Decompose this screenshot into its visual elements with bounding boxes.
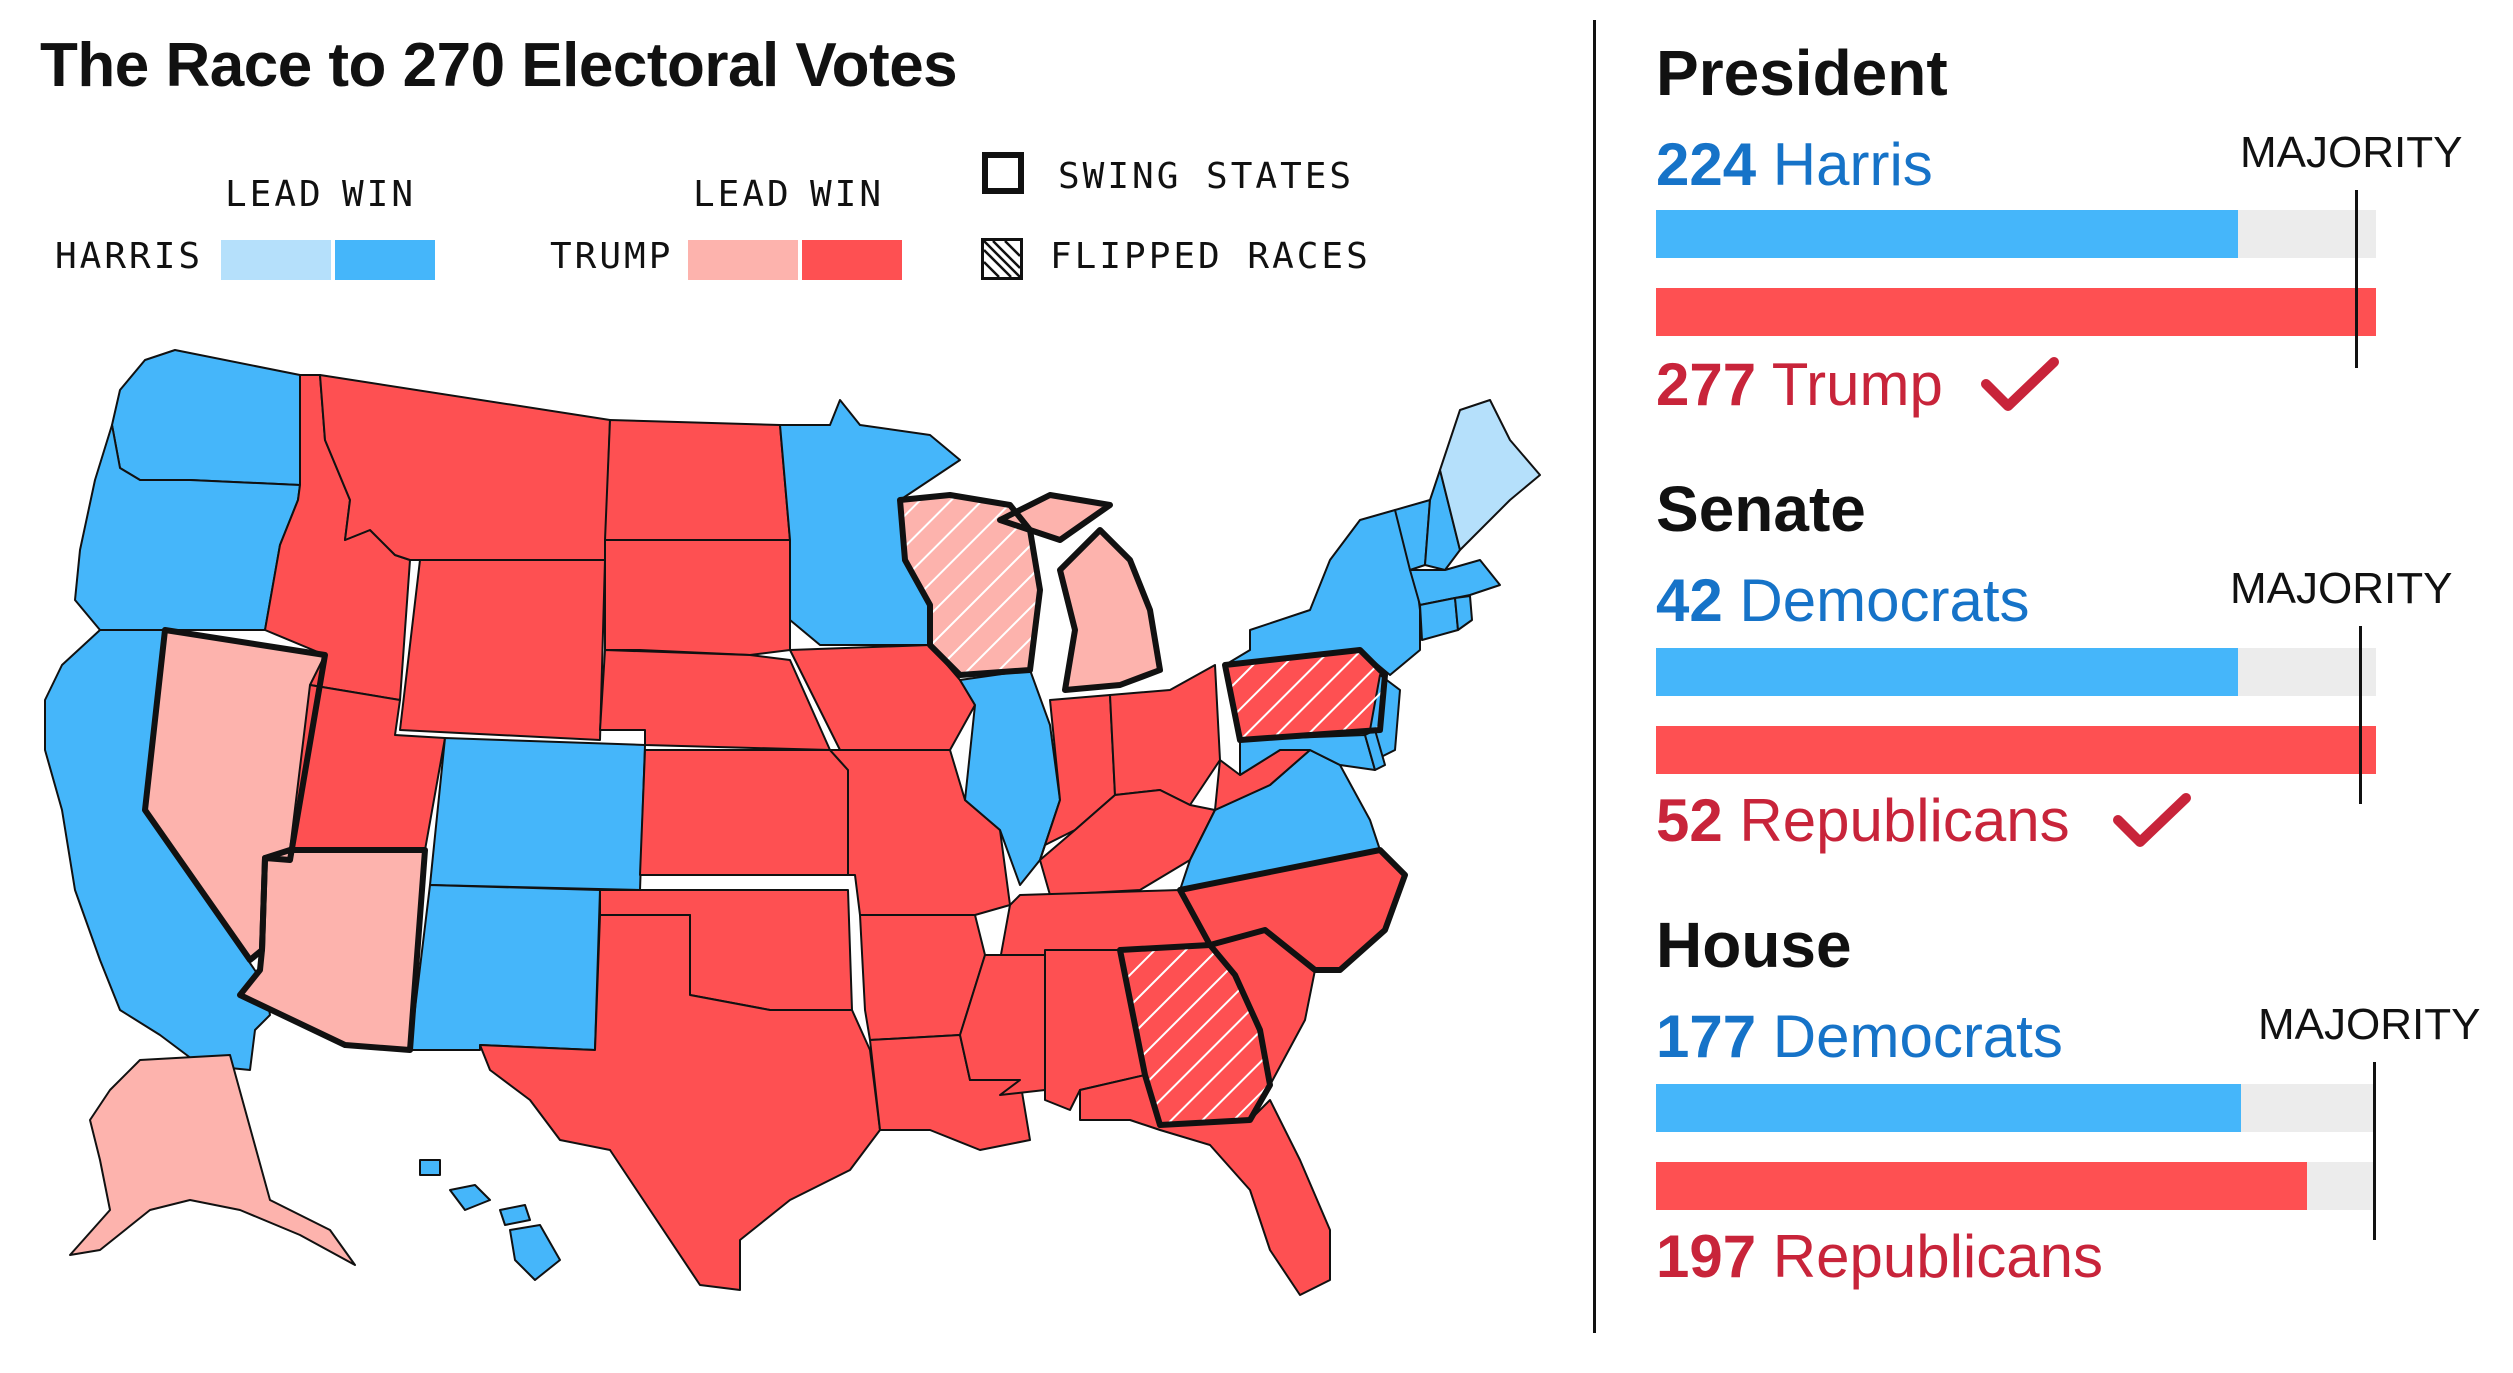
page-title: The Race to 270 Electoral Votes <box>40 31 958 100</box>
house-rep-bar-track <box>1656 1162 2376 1210</box>
swing-states-key-icon <box>982 152 1024 194</box>
house-rep-number: 197 <box>1656 1223 1757 1290</box>
senate-title: Senate <box>1656 473 1866 545</box>
senate-rep-count: 52 Republicans <box>1656 786 2070 855</box>
swing-outline-ga <box>1117 942 1273 1128</box>
legend-trump-lead-swatch <box>688 240 798 280</box>
president-dem-bar-track <box>1656 210 2376 258</box>
legend-harris-label: HARRIS <box>55 236 204 277</box>
president-dem-name: Harris <box>1772 131 1933 198</box>
state-ks[interactable] <box>639 749 849 876</box>
legend-trump-lead-label: LEAD <box>693 174 792 215</box>
president-winner-check-icon <box>1981 357 2059 411</box>
swing-outline-az <box>237 847 428 1053</box>
state-ne[interactable] <box>599 649 831 751</box>
house-dem-bar <box>1656 1084 2241 1132</box>
house-majority-line <box>2373 1062 2376 1240</box>
state-nh[interactable] <box>1424 469 1461 571</box>
state-nm[interactable] <box>409 884 601 1051</box>
state-ri[interactable] <box>1454 595 1473 631</box>
president-majority-label: MAJORITY <box>2240 128 2463 177</box>
senate-dem-bar-track <box>1656 648 2376 696</box>
senate-winner-check-icon <box>2113 793 2191 847</box>
us-electoral-map <box>44 349 1541 1296</box>
state-wy[interactable] <box>399 559 606 741</box>
president-title: President <box>1656 37 1948 109</box>
legend-swing-label: SWING STATES <box>1058 156 1355 197</box>
state-me[interactable] <box>1439 399 1541 551</box>
state-wa[interactable] <box>111 349 301 486</box>
state-ny[interactable] <box>1224 509 1421 676</box>
state-ct[interactable] <box>1419 597 1459 641</box>
state-il[interactable] <box>959 669 1061 886</box>
legend-harris-win-label: WIN <box>342 174 417 215</box>
state-nd[interactable] <box>604 419 791 541</box>
president-dem-number: 224 <box>1656 131 1757 198</box>
senate-rep-number: 52 <box>1656 787 1723 854</box>
swing-outline-pa <box>1222 647 1388 743</box>
state-sd[interactable] <box>604 539 791 656</box>
state-az[interactable] <box>239 849 426 1051</box>
legend-trump-win-swatch <box>802 240 902 280</box>
senate-majority-line <box>2359 626 2363 804</box>
legend-trump-win-label: WIN <box>810 174 885 215</box>
president-rep-bar <box>1656 288 2376 336</box>
house-rep-name: Republicans <box>1772 1223 2103 1290</box>
president-rep-count: 277 Trump <box>1656 350 1943 419</box>
senate-dem-bar <box>1656 648 2238 696</box>
senate-dem-name: Democrats <box>1739 567 2030 634</box>
legend-harris-win-swatch <box>335 240 435 280</box>
senate-majority-label: MAJORITY <box>2230 564 2453 613</box>
house-dem-name: Democrats <box>1772 1003 2063 1070</box>
state-co[interactable] <box>429 737 646 891</box>
divider <box>1593 20 1596 1333</box>
swing-outline-nc <box>1177 847 1408 973</box>
state-oh[interactable] <box>1109 664 1221 806</box>
president-dem-count: 224 Harris <box>1656 130 1933 199</box>
house-dem-bar-track <box>1656 1084 2376 1132</box>
president-rep-bar-track <box>1656 288 2376 336</box>
house-rep-bar <box>1656 1162 2307 1210</box>
house-title: House <box>1656 909 1852 981</box>
president-dem-bar <box>1656 210 2239 258</box>
senate-dem-count: 42 Democrats <box>1656 566 2030 635</box>
flipped-hatch-pa <box>1225 650 1385 740</box>
state-hi[interactable] <box>419 1159 561 1281</box>
legend-harris-lead-label: LEAD <box>225 174 324 215</box>
state-ak[interactable] <box>69 1054 356 1266</box>
house-dem-count: 177 Democrats <box>1656 1002 2063 1071</box>
house-rep-count: 197 Republicans <box>1656 1222 2103 1291</box>
state-tx[interactable] <box>479 914 881 1291</box>
president-rep-name: Trump <box>1771 351 1943 418</box>
flipped-hatch-ga <box>1120 945 1270 1125</box>
house-dem-number: 177 <box>1656 1003 1757 1070</box>
legend-flipped-label: FLIPPED RACES <box>1050 236 1371 277</box>
legend-harris-lead-swatch <box>221 240 331 280</box>
president-majority-line <box>2354 190 2358 368</box>
senate-dem-number: 42 <box>1656 567 1723 634</box>
swing-outline-wi <box>897 492 1043 678</box>
house-majority-label: MAJORITY <box>2258 1000 2481 1049</box>
senate-rep-name: Republicans <box>1739 787 2070 854</box>
swing-outline-mi <box>997 492 1163 693</box>
legend-trump-label: TRUMP <box>550 236 674 277</box>
senate-rep-bar <box>1656 726 2376 774</box>
senate-rep-bar-track <box>1656 726 2376 774</box>
flipped-races-key-icon <box>981 238 1023 280</box>
state-mt[interactable] <box>319 374 611 561</box>
president-rep-number: 277 <box>1656 351 1757 418</box>
flipped-hatch-wi <box>900 495 1040 675</box>
